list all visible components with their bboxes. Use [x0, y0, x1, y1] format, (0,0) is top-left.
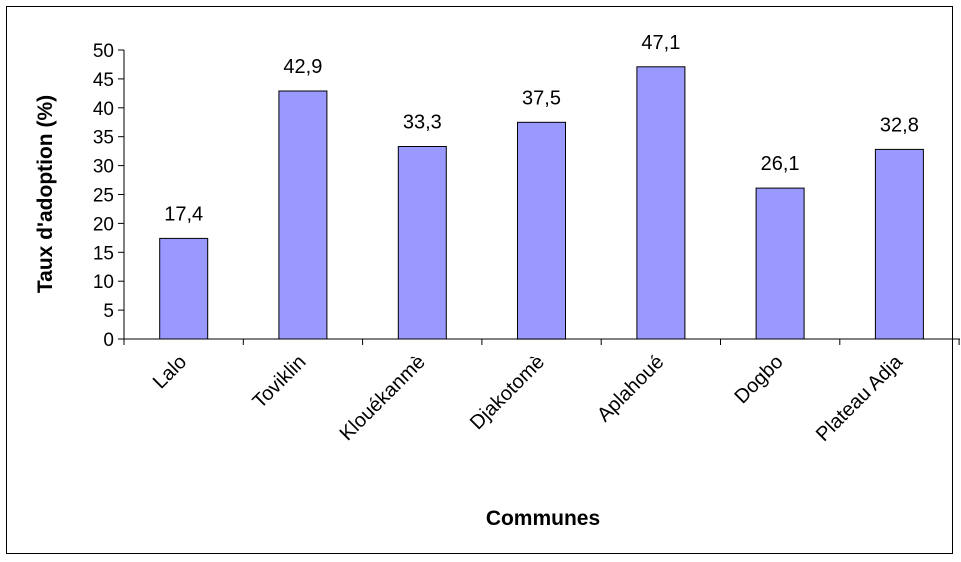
data-label: 26,1	[761, 153, 800, 175]
data-label: 33,3	[403, 112, 442, 134]
y-axis-title: Taux d'adoption (%)	[34, 95, 57, 293]
bar-plateau-adja	[874, 148, 924, 340]
y-tick-label: 15	[93, 243, 114, 264]
data-label: 42,9	[283, 56, 322, 78]
y-tick-label: 25	[93, 186, 114, 207]
y-tick-label: 35	[93, 128, 114, 149]
y-tick-label: 20	[93, 214, 114, 235]
bar-aplahoué	[636, 66, 686, 340]
x-axis-title: Communes	[486, 507, 600, 530]
y-tick-label: 10	[93, 272, 114, 293]
x-tick-label: Klouékanmè	[336, 351, 430, 445]
x-tick-label: Dogbo	[730, 351, 787, 408]
x-tick-label: Plateau Adja	[812, 350, 908, 446]
y-tick-label: 5	[103, 301, 114, 322]
bar-lalo	[159, 237, 209, 340]
x-tick-label: Toviklin	[249, 351, 311, 413]
bar-toviklin	[278, 90, 328, 340]
bar-djakotomè	[517, 121, 566, 340]
axes	[118, 49, 960, 345]
y-tick-label: 45	[93, 70, 114, 91]
bars	[159, 66, 924, 340]
data-label: 47,1	[641, 32, 680, 54]
y-tick-label: 50	[93, 41, 114, 62]
bar-dogbo	[755, 187, 805, 340]
data-label: 17,4	[164, 203, 203, 225]
y-tick-label: 0	[103, 330, 114, 351]
data-label: 32,8	[880, 114, 919, 136]
data-label: 37,5	[522, 87, 561, 109]
bar-klouékanmè	[397, 146, 447, 340]
y-tick-label: 30	[93, 157, 114, 178]
y-tick-label: 40	[93, 99, 114, 120]
x-tick-label: Lalo	[149, 351, 191, 393]
x-tick-label: Aplahoué	[593, 351, 668, 426]
x-tick-label: Djakotomè	[466, 351, 549, 434]
